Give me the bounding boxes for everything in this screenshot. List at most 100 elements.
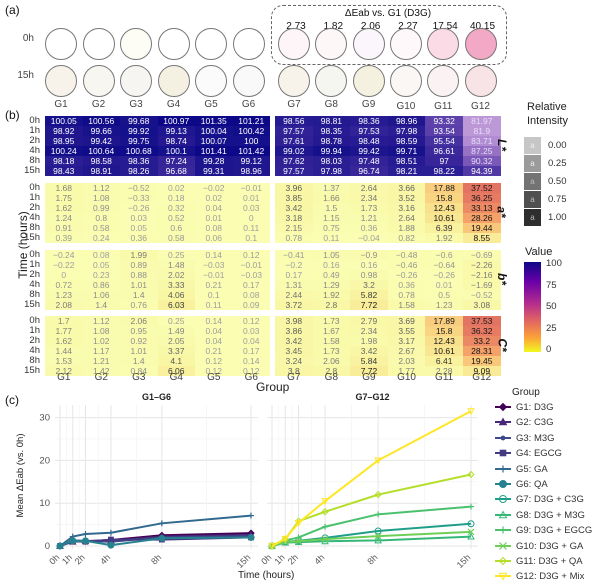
x-tick-label: 4h xyxy=(312,552,326,566)
heatmap-cell: 2.28 xyxy=(425,366,463,376)
data-point xyxy=(467,528,475,536)
facet-title: G1–G6 xyxy=(142,392,171,402)
data-point xyxy=(281,535,290,543)
heatmap-cell: 0.6 xyxy=(157,223,195,233)
heatmap-cell: −0.9 xyxy=(350,250,388,260)
heatmap-cell: 97.24 xyxy=(157,156,195,166)
legend-key-icon xyxy=(495,510,511,519)
heatmap-cell: 99.31 xyxy=(195,166,233,176)
data-point xyxy=(248,534,254,541)
well-0h xyxy=(315,28,348,60)
heatmap-cell: −0.26 xyxy=(120,203,158,213)
heatmap-cell: 6.39 xyxy=(425,223,463,233)
data-point xyxy=(56,542,64,550)
heatmap-cell: 0.95 xyxy=(120,326,158,336)
series-g6 xyxy=(56,533,255,550)
heatmap-cell: 1.73 xyxy=(312,346,351,356)
legend-key-icon xyxy=(495,417,511,426)
heatmap-cell: 1.88 xyxy=(387,223,426,233)
data-point xyxy=(321,498,329,506)
heatmap-cell: 3.96 xyxy=(275,183,313,193)
heatmap-row-label: 1h xyxy=(29,125,40,136)
data-point xyxy=(499,541,507,550)
heatmap-cell: 97.98 xyxy=(312,166,351,176)
heatmap-cell: 1.21 xyxy=(350,213,388,223)
heatmap-cell: 1.77 xyxy=(45,326,83,336)
heatmap-cell: 0.78 xyxy=(387,290,426,300)
well-group-label: G12 xyxy=(471,101,490,112)
heatmap-cell: 2.34 xyxy=(350,326,388,336)
data-point xyxy=(83,538,88,544)
line-x-axis-title: Time (hours) xyxy=(238,570,295,581)
delta-e-title: ΔEab vs. G1 (D3G) xyxy=(344,8,432,19)
heatmap-cell: 98.43 xyxy=(45,166,83,176)
heatmap-cell: 3.8 xyxy=(275,366,313,376)
value-legend-tick: 25 xyxy=(546,322,557,334)
heatmap-cell: 0.86 xyxy=(82,280,120,290)
heatmap-cell: 1.02 xyxy=(82,336,120,346)
heatmap-cell: −0.02 xyxy=(195,183,233,193)
heatmap-cell: 1.01 xyxy=(120,346,158,356)
heatmap-column-label: G7 xyxy=(287,372,301,383)
heatmap-cell: 1.29 xyxy=(312,280,351,290)
well-15h xyxy=(120,65,152,97)
data-point xyxy=(81,537,90,545)
heatmap-cell: 99.71 xyxy=(387,146,426,156)
heatmap-cell: 37.52 xyxy=(463,183,501,193)
heatmap-cell: 98.36 xyxy=(350,116,388,126)
heatmap-cell: 0.5 xyxy=(425,290,463,300)
delta-e-value: 17.54 xyxy=(432,21,458,32)
heatmap-row-label: 0h xyxy=(29,249,40,260)
data-point xyxy=(82,538,89,545)
data-point xyxy=(107,536,115,544)
heatmap-x-axis-title: Group xyxy=(256,380,290,394)
heatmap-cell: 0.11 xyxy=(232,223,270,233)
series-line xyxy=(59,533,252,547)
heatmap-row-label: 8h xyxy=(29,222,40,233)
heatmap-row-label: 4h xyxy=(29,279,40,290)
heatmap-cell: 1.17 xyxy=(82,346,120,356)
heatmap-cell: 101.41 xyxy=(195,146,233,156)
heatmap-cell: 2.8 xyxy=(312,366,351,376)
heatmap-cell: −0.46 xyxy=(387,260,426,270)
data-point xyxy=(281,538,290,546)
data-point xyxy=(57,543,63,549)
heatmap-cell: 98.78 xyxy=(312,136,351,146)
legend-entry: G9: D3G + EGCG xyxy=(516,525,593,537)
heatmap-cell: 3.86 xyxy=(275,326,313,336)
heatmap-cell: 98.36 xyxy=(120,156,158,166)
heatmap-cell: 7.72 xyxy=(350,366,388,376)
heatmap-cell: 99.68 xyxy=(120,116,158,126)
heatmap-cell: 97.53 xyxy=(350,126,388,136)
facet-title: G7–G12 xyxy=(355,392,389,402)
heatmap-cell: 0.12 xyxy=(232,250,270,260)
data-point xyxy=(158,531,166,540)
series-g2 xyxy=(56,530,255,549)
series-line xyxy=(271,530,472,547)
heatmap-cell: 9.09 xyxy=(463,366,501,376)
well-group-label: G9 xyxy=(361,99,376,110)
heatmap-cell: 96.68 xyxy=(157,166,195,176)
heatmap-cell: 94.39 xyxy=(463,166,501,176)
heatmap-cell: 98.21 xyxy=(387,166,426,176)
heatmap-cell: 99.75 xyxy=(120,136,158,146)
heatmap-cell: 1.75 xyxy=(45,193,83,203)
delta-e-value: 2.06 xyxy=(360,21,381,32)
heatmap-cell: 0.01 xyxy=(195,213,233,223)
heatmap-cell: 0.05 xyxy=(120,223,158,233)
heatmap-facet-label: b* xyxy=(495,273,509,285)
heatmap-cell: 0.99 xyxy=(82,203,120,213)
heatmap-row-label: 8h xyxy=(29,355,40,366)
heatmap-cell: 0.04 xyxy=(195,326,233,336)
x-tick-label: 15h xyxy=(235,552,253,570)
heatmap-cell: −0.6 xyxy=(425,250,463,260)
data-point xyxy=(159,535,165,540)
heatmap-cell: −0.2 xyxy=(275,260,313,270)
heatmap-column-label: G8 xyxy=(324,372,339,383)
heatmap-cell: 99.94 xyxy=(312,146,351,156)
data-point xyxy=(295,537,302,545)
heatmap-cell: 1.68 xyxy=(45,183,83,193)
heatmap-cell: 0.49 xyxy=(312,270,351,280)
heatmap-row-label: 1h xyxy=(29,325,40,336)
heatmap-column-label: G4 xyxy=(169,372,183,383)
